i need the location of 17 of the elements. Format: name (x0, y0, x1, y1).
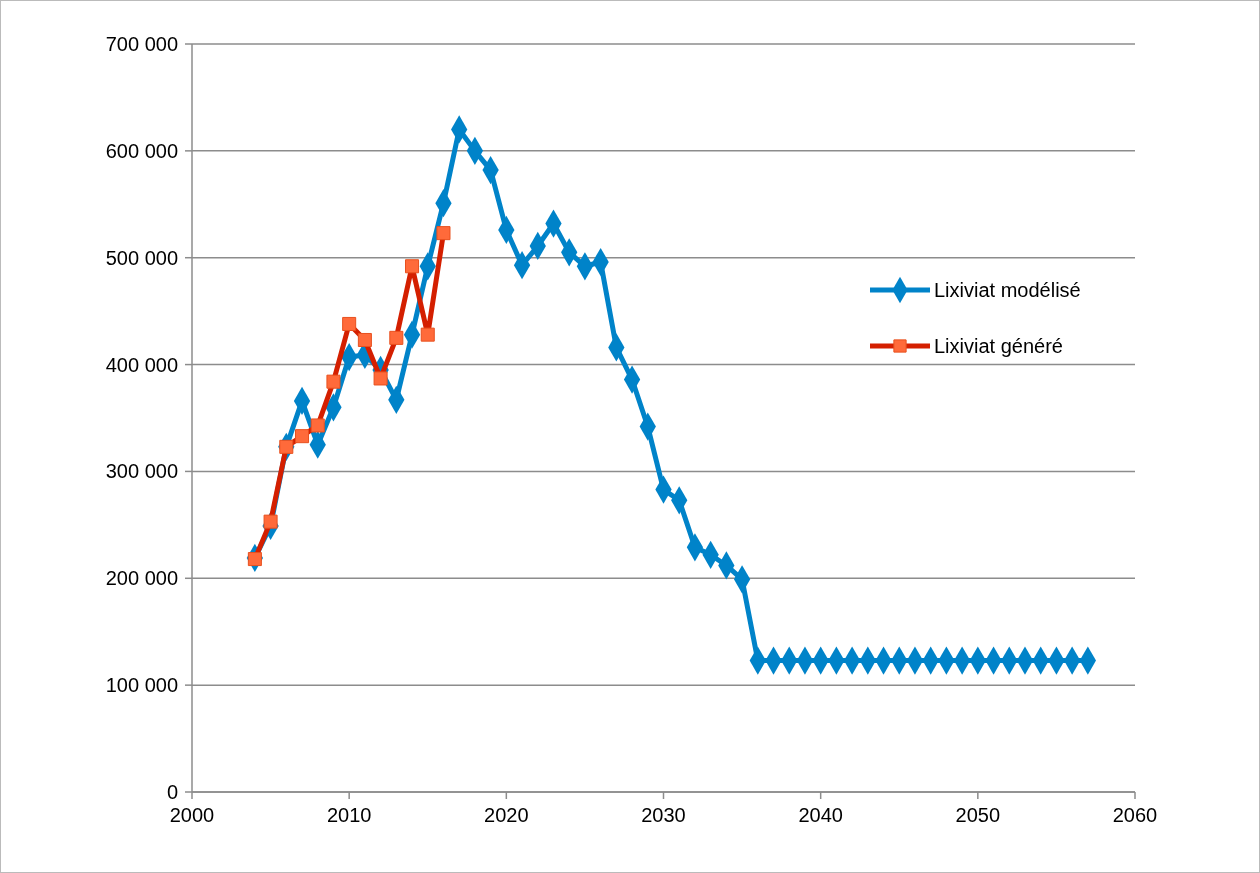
legend-label: Lixiviat généré (934, 335, 1063, 357)
y-tick-label: 200 000 (105, 567, 178, 590)
x-tick-label: 2010 (326, 804, 372, 826)
y-tick-label: 700 000 (105, 33, 178, 55)
x-tick-label: 2060 (1112, 804, 1158, 826)
y-tick-label: 500 000 (105, 246, 178, 269)
x-tick-label: 2030 (641, 804, 686, 826)
x-tick-label: 2000 (169, 804, 215, 826)
x-tick-label: 2050 (955, 804, 1001, 826)
y-tick-label: 400 000 (105, 353, 178, 376)
y-tick-label: 100 000 (105, 674, 178, 697)
x-tick-label: 2020 (484, 804, 529, 826)
legend-label: Lixiviat modélisé (934, 279, 1081, 301)
x-tick-label: 2040 (798, 804, 843, 826)
y-tick-label: 0 (166, 781, 178, 803)
y-tick-label: 300 000 (105, 460, 178, 483)
y-tick-label: 600 000 (105, 139, 178, 162)
